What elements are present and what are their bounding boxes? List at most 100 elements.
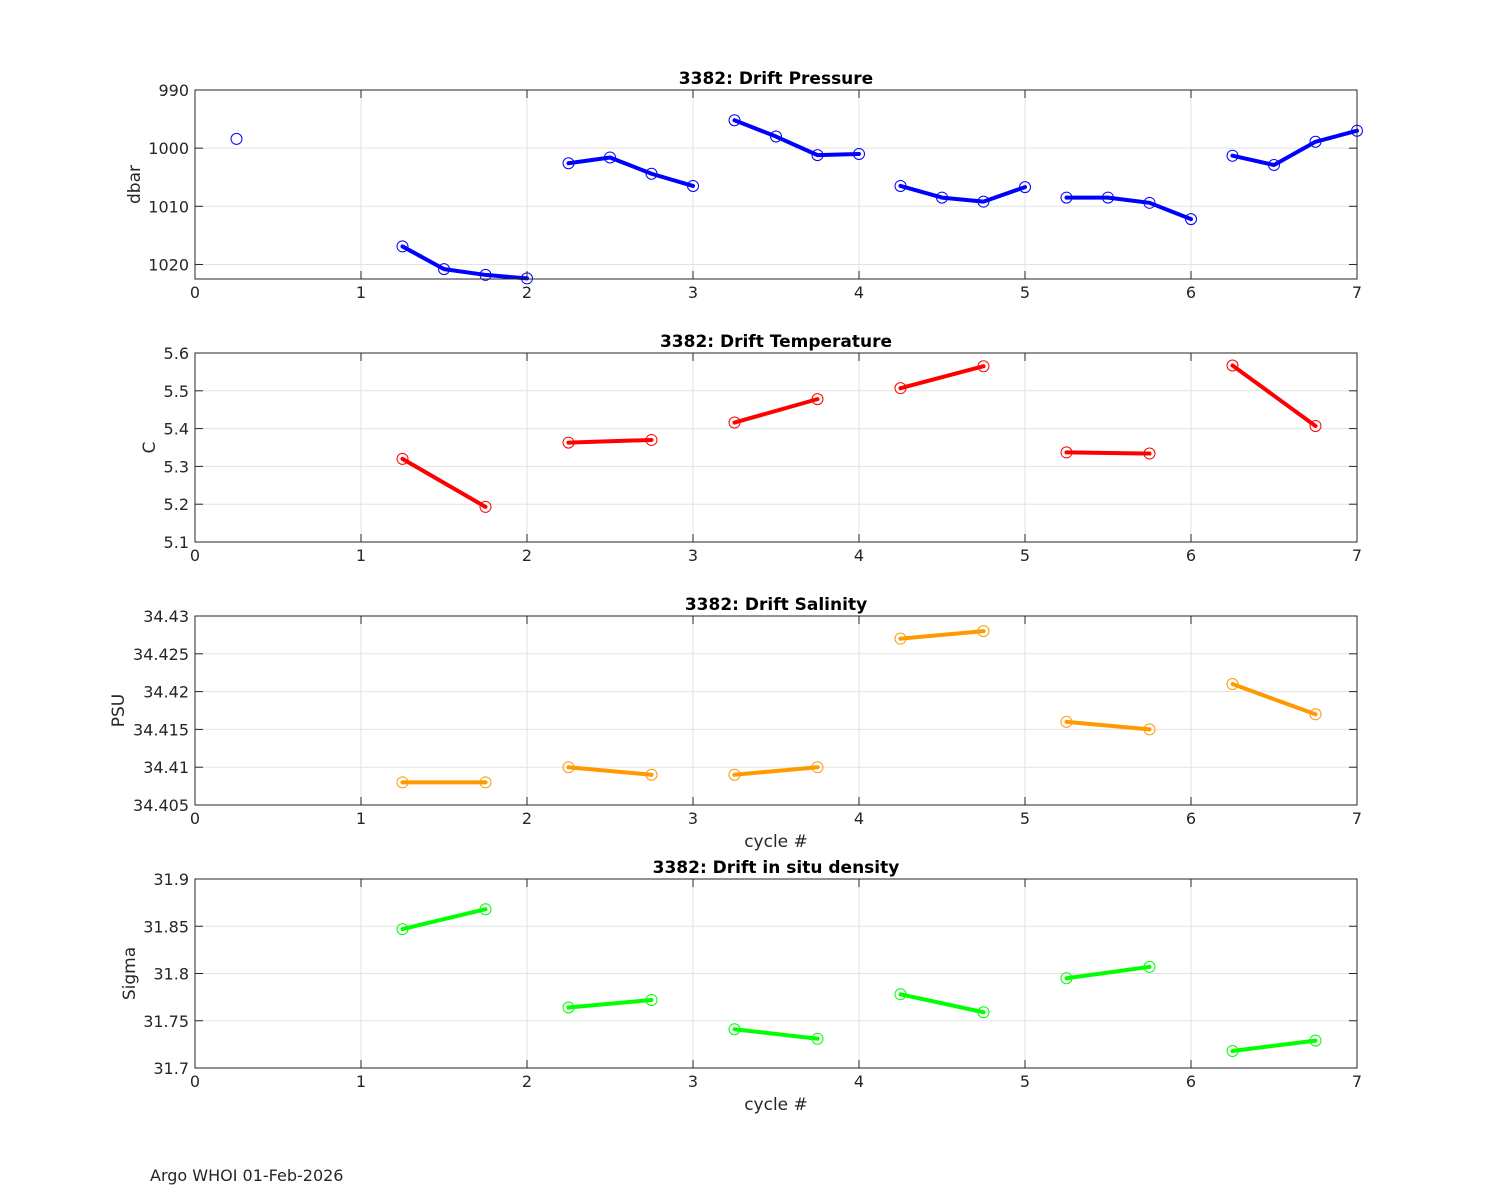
axes-box — [194, 352, 1358, 543]
chart-panel-4: 0 1 2 3 4 5 6 7 31.7 31.75 31.8 31.85 31.9 3382: Drif… — [120, 858, 1362, 1115]
plot-area — [195, 353, 1357, 542]
data-point-marker — [1185, 213, 1197, 226]
y-tick-label: 31.8 — [153, 965, 189, 984]
series-line-segment — [1230, 1038, 1318, 1053]
data-point-marker — [894, 632, 907, 645]
series-line-segment — [400, 456, 488, 509]
x-tick-label: 5 — [1020, 809, 1030, 828]
data-point-marker — [1143, 723, 1156, 736]
chart-panel-1: 0 1 2 3 4 5 6 7 990 1000 1010 1020 3382: Drift Press… — [125, 69, 1363, 302]
y-tick-label: 5.2 — [164, 495, 189, 514]
data-point-marker — [645, 768, 658, 781]
x-tick-label: 1 — [356, 546, 366, 565]
data-point-marker — [936, 191, 948, 204]
series-line-segment — [732, 765, 820, 777]
series-line-segment — [566, 155, 695, 188]
chart-title: 3382: Drift Pressure — [679, 69, 873, 89]
x-tick-label: 4 — [854, 809, 864, 828]
x-tick-label: 7 — [1352, 283, 1362, 302]
y-tick-label: 34.415 — [133, 720, 189, 739]
chart-title: 3382: Drift Salinity — [685, 595, 867, 615]
x-tick-label: 0 — [190, 809, 200, 828]
plot-area — [195, 616, 1357, 805]
series-line-segment — [1230, 128, 1359, 168]
x-tick-label: 2 — [522, 283, 532, 302]
data-point-marker — [438, 263, 450, 276]
chart-panel-2: 0 1 2 3 4 5 6 7 5.1 5.2 5.3 5.4 5.5 5.6 3382: Drift Te… — [140, 332, 1362, 565]
x-tick-label: 4 — [854, 1072, 864, 1091]
data-point-marker — [479, 268, 492, 281]
x-tick-label: 1 — [356, 1072, 366, 1091]
series-line-segment — [1064, 195, 1193, 222]
data-point-marker — [562, 761, 575, 774]
data-point-marker — [1309, 1034, 1322, 1047]
data-point-marker — [728, 1023, 741, 1036]
data-point-marker — [853, 147, 865, 160]
x-tick-label: 6 — [1186, 283, 1196, 302]
y-tick-label: 34.42 — [143, 683, 189, 702]
data-point-marker — [230, 132, 243, 145]
axes-box — [194, 89, 1358, 280]
data-point-marker — [977, 195, 990, 208]
x-tick-label: 3 — [688, 809, 698, 828]
series-line-segment — [1064, 450, 1152, 456]
data-point-marker — [811, 393, 824, 406]
data-point-marker — [1060, 972, 1073, 985]
data-point-marker — [811, 1032, 824, 1045]
data-point-marker — [1226, 359, 1239, 372]
y-axis-label: PSU — [109, 694, 129, 728]
series-line-segment — [566, 765, 654, 777]
data-point-marker — [645, 167, 658, 180]
x-tick-label: 6 — [1186, 546, 1196, 565]
data-point-marker — [1060, 446, 1073, 459]
data-point-marker — [977, 1006, 990, 1019]
data-point-marker — [645, 993, 658, 1006]
x-axis-label: cycle # — [744, 832, 808, 852]
data-point-marker — [1226, 678, 1239, 691]
y-tick-label: 1020 — [148, 255, 189, 274]
data-point-marker — [977, 625, 990, 638]
series-line-segment — [898, 364, 986, 391]
y-tick-label: 34.405 — [133, 796, 189, 815]
data-point-marker — [562, 1001, 575, 1014]
y-axis-label: C — [140, 442, 160, 454]
x-tick-label: 4 — [854, 546, 864, 565]
x-tick-label: 2 — [522, 809, 532, 828]
x-tick-label: 3 — [688, 283, 698, 302]
data-point-marker — [1143, 447, 1156, 460]
x-tick-label: 2 — [522, 1072, 532, 1091]
x-tick-label: 0 — [190, 546, 200, 565]
plot-area — [195, 90, 1357, 279]
y-tick-label: 31.7 — [153, 1059, 189, 1078]
chart-title: 3382: Drift Temperature — [660, 332, 892, 352]
chart-title: 3382: Drift in situ density — [653, 858, 900, 878]
data-point-marker — [396, 452, 409, 465]
data-point-marker — [894, 988, 907, 1001]
x-tick-label: 0 — [190, 1072, 200, 1091]
data-point-marker — [894, 179, 907, 192]
x-tick-label: 3 — [688, 1072, 698, 1091]
data-point-marker — [604, 151, 616, 164]
series-line-segment — [400, 244, 529, 281]
series-line-segment — [898, 992, 986, 1015]
data-point-marker — [770, 130, 782, 143]
y-tick-label: 5.4 — [164, 420, 189, 439]
data-point-marker — [1019, 181, 1031, 194]
data-point-marker — [687, 179, 699, 192]
data-point-marker — [396, 923, 409, 936]
data-point-marker — [645, 433, 658, 446]
y-tick-label: 34.425 — [133, 645, 189, 664]
x-tick-label: 3 — [688, 546, 698, 565]
y-tick-label: 5.5 — [164, 382, 189, 401]
data-point-marker — [1060, 191, 1073, 204]
chart-panel-3: 0 1 2 3 4 5 6 7 34.405 34.41 34.415 34.42 34.425 34.4… — [109, 595, 1362, 852]
x-tick-label: 7 — [1352, 809, 1362, 828]
x-tick-label: 0 — [190, 283, 200, 302]
axes-box — [194, 615, 1358, 806]
series-line-segment — [1230, 682, 1318, 717]
y-tick-label: 5.3 — [164, 457, 189, 476]
data-point-marker — [1268, 159, 1280, 172]
data-point-marker — [1309, 135, 1322, 148]
data-point-marker — [728, 768, 741, 781]
